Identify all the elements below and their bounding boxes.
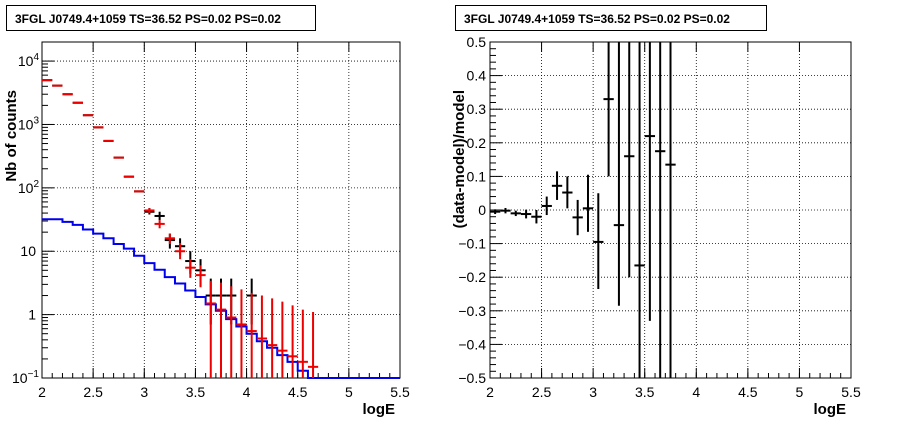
y-tick-label: −0.1 xyxy=(458,236,486,252)
x-tick-label: 3.5 xyxy=(186,384,206,400)
y-tick-label: 103 xyxy=(18,115,40,132)
x-tick-label: 3 xyxy=(589,384,597,400)
x-tick-label: 5.5 xyxy=(841,384,861,400)
x-tick-label: 2.5 xyxy=(532,384,552,400)
x-tick-label: 2 xyxy=(38,384,46,400)
x-tick-label: 5 xyxy=(796,384,804,400)
y-tick-label: −0.2 xyxy=(458,269,486,285)
y-tick-label: 0.2 xyxy=(467,135,487,151)
y-tick-label: 10−1 xyxy=(12,369,39,386)
y-axis-label: Nb of counts xyxy=(3,90,20,182)
y-tick-label: −0.4 xyxy=(458,336,486,352)
x-axis-label: logE xyxy=(814,401,847,418)
y-tick-label: 0.5 xyxy=(467,34,487,50)
x-tick-label: 4 xyxy=(243,384,251,400)
right-chart-title: 3FGL J0749.4+1059 TS=36.52 PS=0.02 PS=0.… xyxy=(455,5,767,31)
x-tick-label: 5.5 xyxy=(390,384,410,400)
y-tick-label: 0.1 xyxy=(467,168,487,184)
x-tick-label: 2.5 xyxy=(83,384,103,400)
x-axis-label: logE xyxy=(363,401,396,418)
left-chart-title: 3FGL J0749.4+1059 TS=36.52 PS=0.02 PS=0.… xyxy=(6,5,316,31)
x-tick-label: 5 xyxy=(345,384,353,400)
model-histogram-line xyxy=(42,218,400,379)
y-tick-label: 0.4 xyxy=(467,68,487,84)
y-tick-label: 102 xyxy=(18,179,40,196)
y-tick-label: 0 xyxy=(478,202,486,218)
y-tick-label: 1 xyxy=(28,307,36,323)
y-axis-label: (data-model)/model xyxy=(451,90,468,228)
x-tick-label: 3.5 xyxy=(635,384,655,400)
y-tick-label: 104 xyxy=(18,52,40,69)
y-tick-label: 0.3 xyxy=(467,101,487,117)
x-tick-label: 4 xyxy=(692,384,700,400)
y-tick-label: 10 xyxy=(20,243,36,259)
y-tick-label: −0.5 xyxy=(458,370,486,386)
x-tick-label: 4.5 xyxy=(288,384,308,400)
x-tick-label: 2 xyxy=(486,384,494,400)
x-tick-label: 3 xyxy=(140,384,148,400)
x-tick-label: 4.5 xyxy=(738,384,758,400)
y-tick-label: −0.3 xyxy=(458,303,486,319)
